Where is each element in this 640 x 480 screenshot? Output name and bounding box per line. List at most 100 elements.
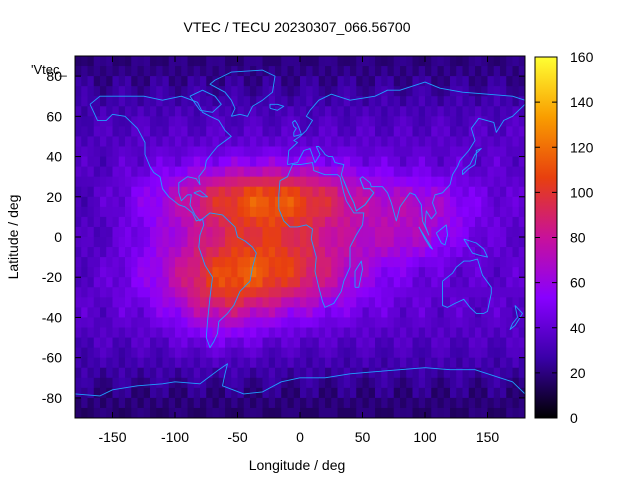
heatmap-cell xyxy=(318,96,326,107)
heatmap-cell xyxy=(462,277,470,288)
heatmap-cell xyxy=(106,307,114,319)
heatmap-cell xyxy=(256,86,264,97)
heatmap-cell xyxy=(462,86,470,97)
heatmap-cell xyxy=(331,347,339,359)
heatmap-cell xyxy=(306,307,314,319)
heatmap-cell xyxy=(393,166,401,178)
heatmap-cell xyxy=(162,327,170,339)
heatmap-cell xyxy=(437,277,445,288)
heatmap-cell xyxy=(300,216,307,228)
heatmap-cell xyxy=(475,166,482,178)
heatmap-cell xyxy=(443,367,451,379)
heatmap-cell xyxy=(100,86,107,97)
heatmap-cell xyxy=(512,156,520,168)
heatmap-cell xyxy=(400,337,407,349)
heatmap-cell xyxy=(131,307,139,319)
heatmap-cell xyxy=(331,327,339,339)
heatmap-cell xyxy=(118,237,126,248)
heatmap-cell xyxy=(456,237,464,248)
heatmap-cell xyxy=(393,347,401,359)
y-tick-label: 80 xyxy=(46,68,62,84)
heatmap-cell xyxy=(193,106,201,117)
heatmap-cell xyxy=(343,287,351,298)
heatmap-cell xyxy=(387,56,395,67)
heatmap-cell xyxy=(375,277,382,288)
heatmap-cell xyxy=(112,287,120,298)
heatmap-cell xyxy=(256,186,264,198)
heatmap-cell xyxy=(493,317,501,329)
heatmap-cell xyxy=(312,287,320,298)
heatmap-cell xyxy=(150,146,157,158)
heatmap-cell xyxy=(306,226,314,238)
y-tick-label: -20 xyxy=(42,269,62,285)
heatmap-cell xyxy=(137,267,145,278)
heatmap-cell xyxy=(312,267,320,278)
heatmap-cell xyxy=(100,307,107,319)
heatmap-cell xyxy=(200,136,207,148)
heatmap-cell xyxy=(400,156,407,168)
heatmap-cell xyxy=(343,106,351,117)
heatmap-cell xyxy=(487,196,495,208)
heatmap-cell xyxy=(200,367,207,379)
heatmap-cell xyxy=(362,206,370,218)
heatmap-cell xyxy=(100,66,107,77)
heatmap-cell xyxy=(331,166,339,178)
heatmap-cell xyxy=(206,347,214,359)
heatmap-cell xyxy=(275,287,282,298)
heatmap-cell xyxy=(487,156,495,168)
heatmap-cell xyxy=(493,277,501,288)
heatmap-cell xyxy=(468,377,476,389)
heatmap-cell xyxy=(475,106,482,117)
heatmap-cell xyxy=(318,277,326,288)
heatmap-cell xyxy=(193,397,201,409)
heatmap-cell xyxy=(93,226,101,238)
heatmap-cell xyxy=(250,247,257,258)
heatmap-cell xyxy=(425,226,432,238)
heatmap-cell xyxy=(450,257,457,268)
heatmap-cell xyxy=(456,297,464,308)
heatmap-cell xyxy=(318,367,326,379)
cuba-coast xyxy=(193,190,208,198)
heatmap-cell xyxy=(193,56,201,67)
heatmap-cell xyxy=(487,237,495,248)
heatmap-cell xyxy=(331,317,339,329)
heatmap-cell xyxy=(256,387,264,399)
heatmap-cell xyxy=(325,247,332,258)
heatmap-cell xyxy=(312,387,320,399)
heatmap-cell xyxy=(250,106,257,117)
heatmap-cell xyxy=(443,267,451,278)
heatmap-cell xyxy=(168,116,176,127)
heatmap-cell xyxy=(243,96,251,107)
heatmap-cell xyxy=(300,257,307,268)
heatmap-cell xyxy=(187,226,195,238)
heatmap-cell xyxy=(87,156,95,168)
heatmap-cell xyxy=(100,186,107,198)
baffin-coast xyxy=(189,89,222,113)
heatmap-cell xyxy=(356,226,364,238)
heatmap-cell xyxy=(131,407,139,418)
heatmap-cell xyxy=(162,257,170,268)
heatmap-cell xyxy=(287,327,295,339)
heatmap-cell xyxy=(325,56,332,67)
heatmap-cell xyxy=(487,257,495,268)
heatmap-cell xyxy=(468,96,476,107)
heatmap-cell xyxy=(150,267,157,278)
heatmap-cell xyxy=(375,116,382,127)
heatmap-cell xyxy=(343,216,351,228)
heatmap-cell xyxy=(356,186,364,198)
heatmap-cell xyxy=(231,56,239,67)
heatmap-cell xyxy=(218,146,226,158)
heatmap-cell xyxy=(237,377,245,389)
heatmap-cell xyxy=(218,387,226,399)
heatmap-cell xyxy=(87,267,95,278)
heatmap-cell xyxy=(225,86,232,97)
heatmap-cell xyxy=(250,96,257,107)
heatmap-cell xyxy=(81,367,89,379)
heatmap-cell xyxy=(181,397,189,409)
heatmap-cell xyxy=(256,66,264,77)
heatmap-cell xyxy=(418,186,426,198)
heatmap-cell xyxy=(312,96,320,107)
heatmap-cell xyxy=(506,156,514,168)
heatmap-cell xyxy=(325,267,332,278)
heatmap-cell xyxy=(112,307,120,319)
